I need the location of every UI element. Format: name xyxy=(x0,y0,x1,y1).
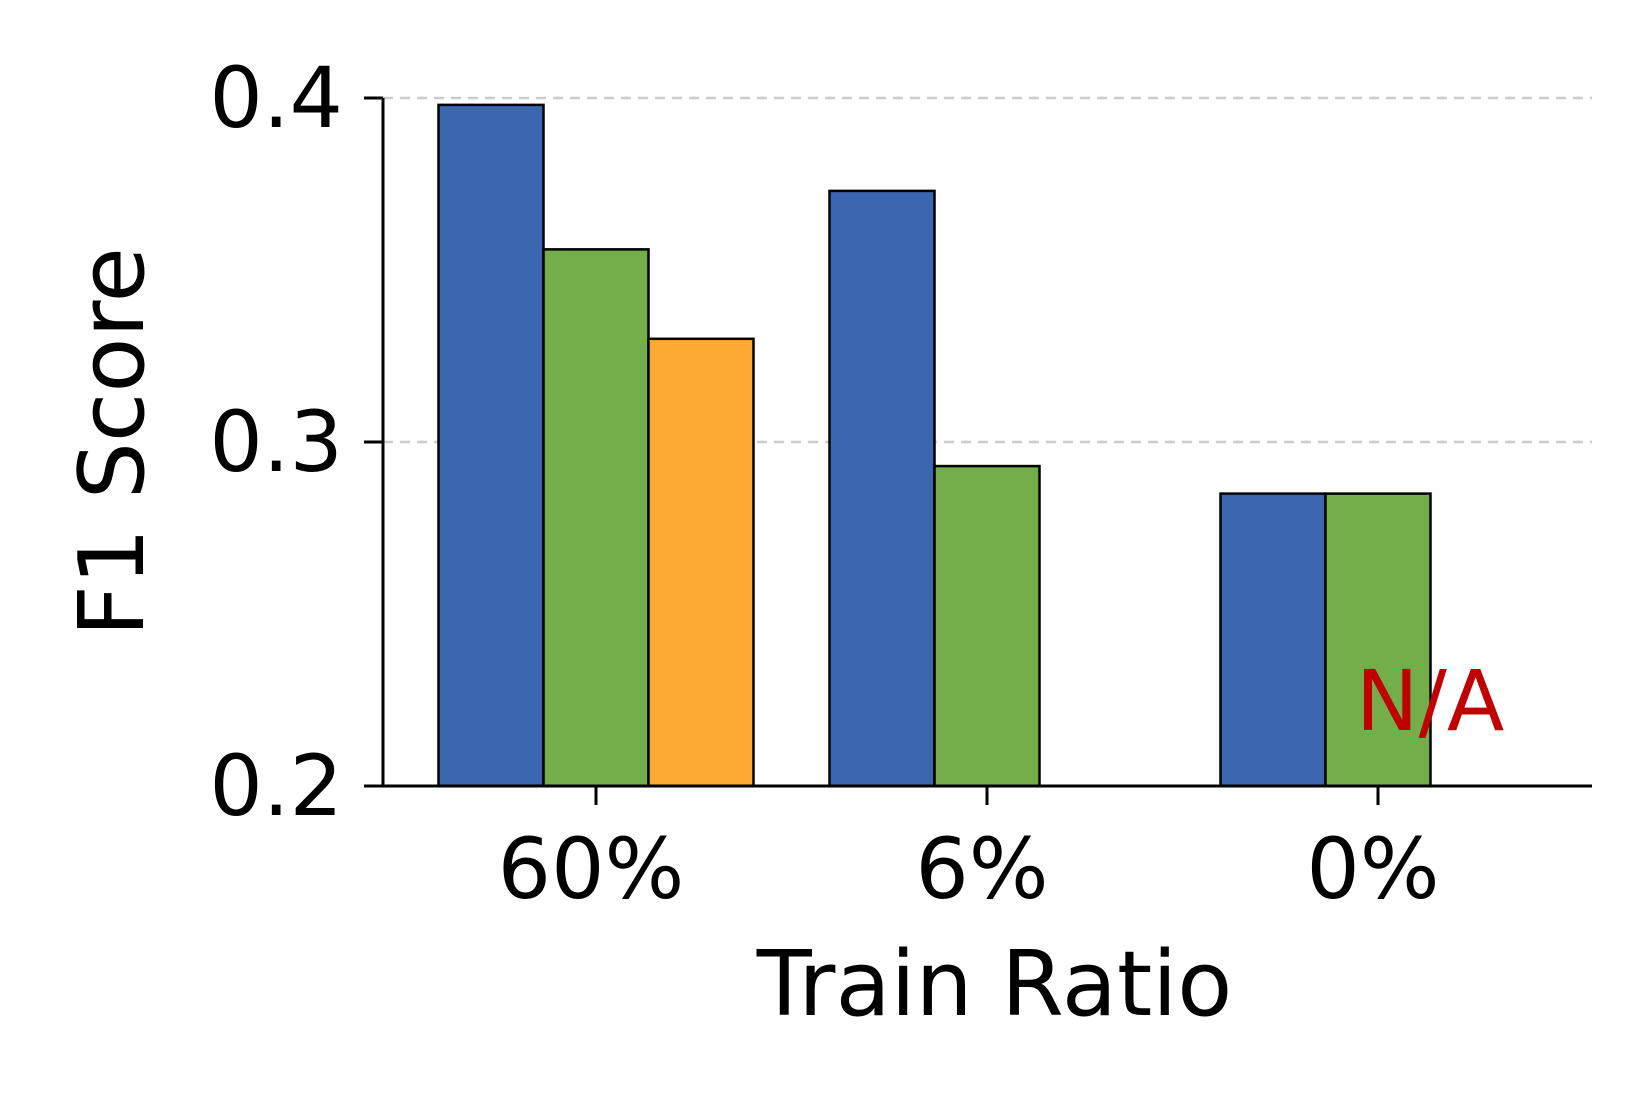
bar-6pct-series-2 xyxy=(933,464,1041,788)
y-tick-label: 0.2 xyxy=(209,737,343,835)
bar-0pct-series-1 xyxy=(1219,492,1327,788)
x-tick-label: 6% xyxy=(915,820,1048,918)
y-tick-label: 0.4 xyxy=(209,49,343,147)
bar-6pct-series-1 xyxy=(828,189,936,788)
axes xyxy=(364,96,1592,805)
x-tick-label: 0% xyxy=(1306,820,1439,918)
y-axis-title: F1 Score xyxy=(60,247,165,637)
labels: 0.2 0.3 0.4 60% 6% 0% Train Ratio F1 Score N/A xyxy=(60,49,1504,1037)
bar-60pct-series-1 xyxy=(437,103,545,788)
na-annotation: N/A xyxy=(1356,652,1505,750)
y-tick-label: 0.3 xyxy=(209,393,343,491)
bar-60pct-series-2 xyxy=(542,248,650,788)
x-tick-label: 60% xyxy=(498,820,685,918)
bar-60pct-series-3 xyxy=(647,337,755,788)
x-axis-title: Train Ratio xyxy=(756,932,1233,1037)
bars xyxy=(437,103,1432,788)
grid-lines xyxy=(383,96,1592,444)
